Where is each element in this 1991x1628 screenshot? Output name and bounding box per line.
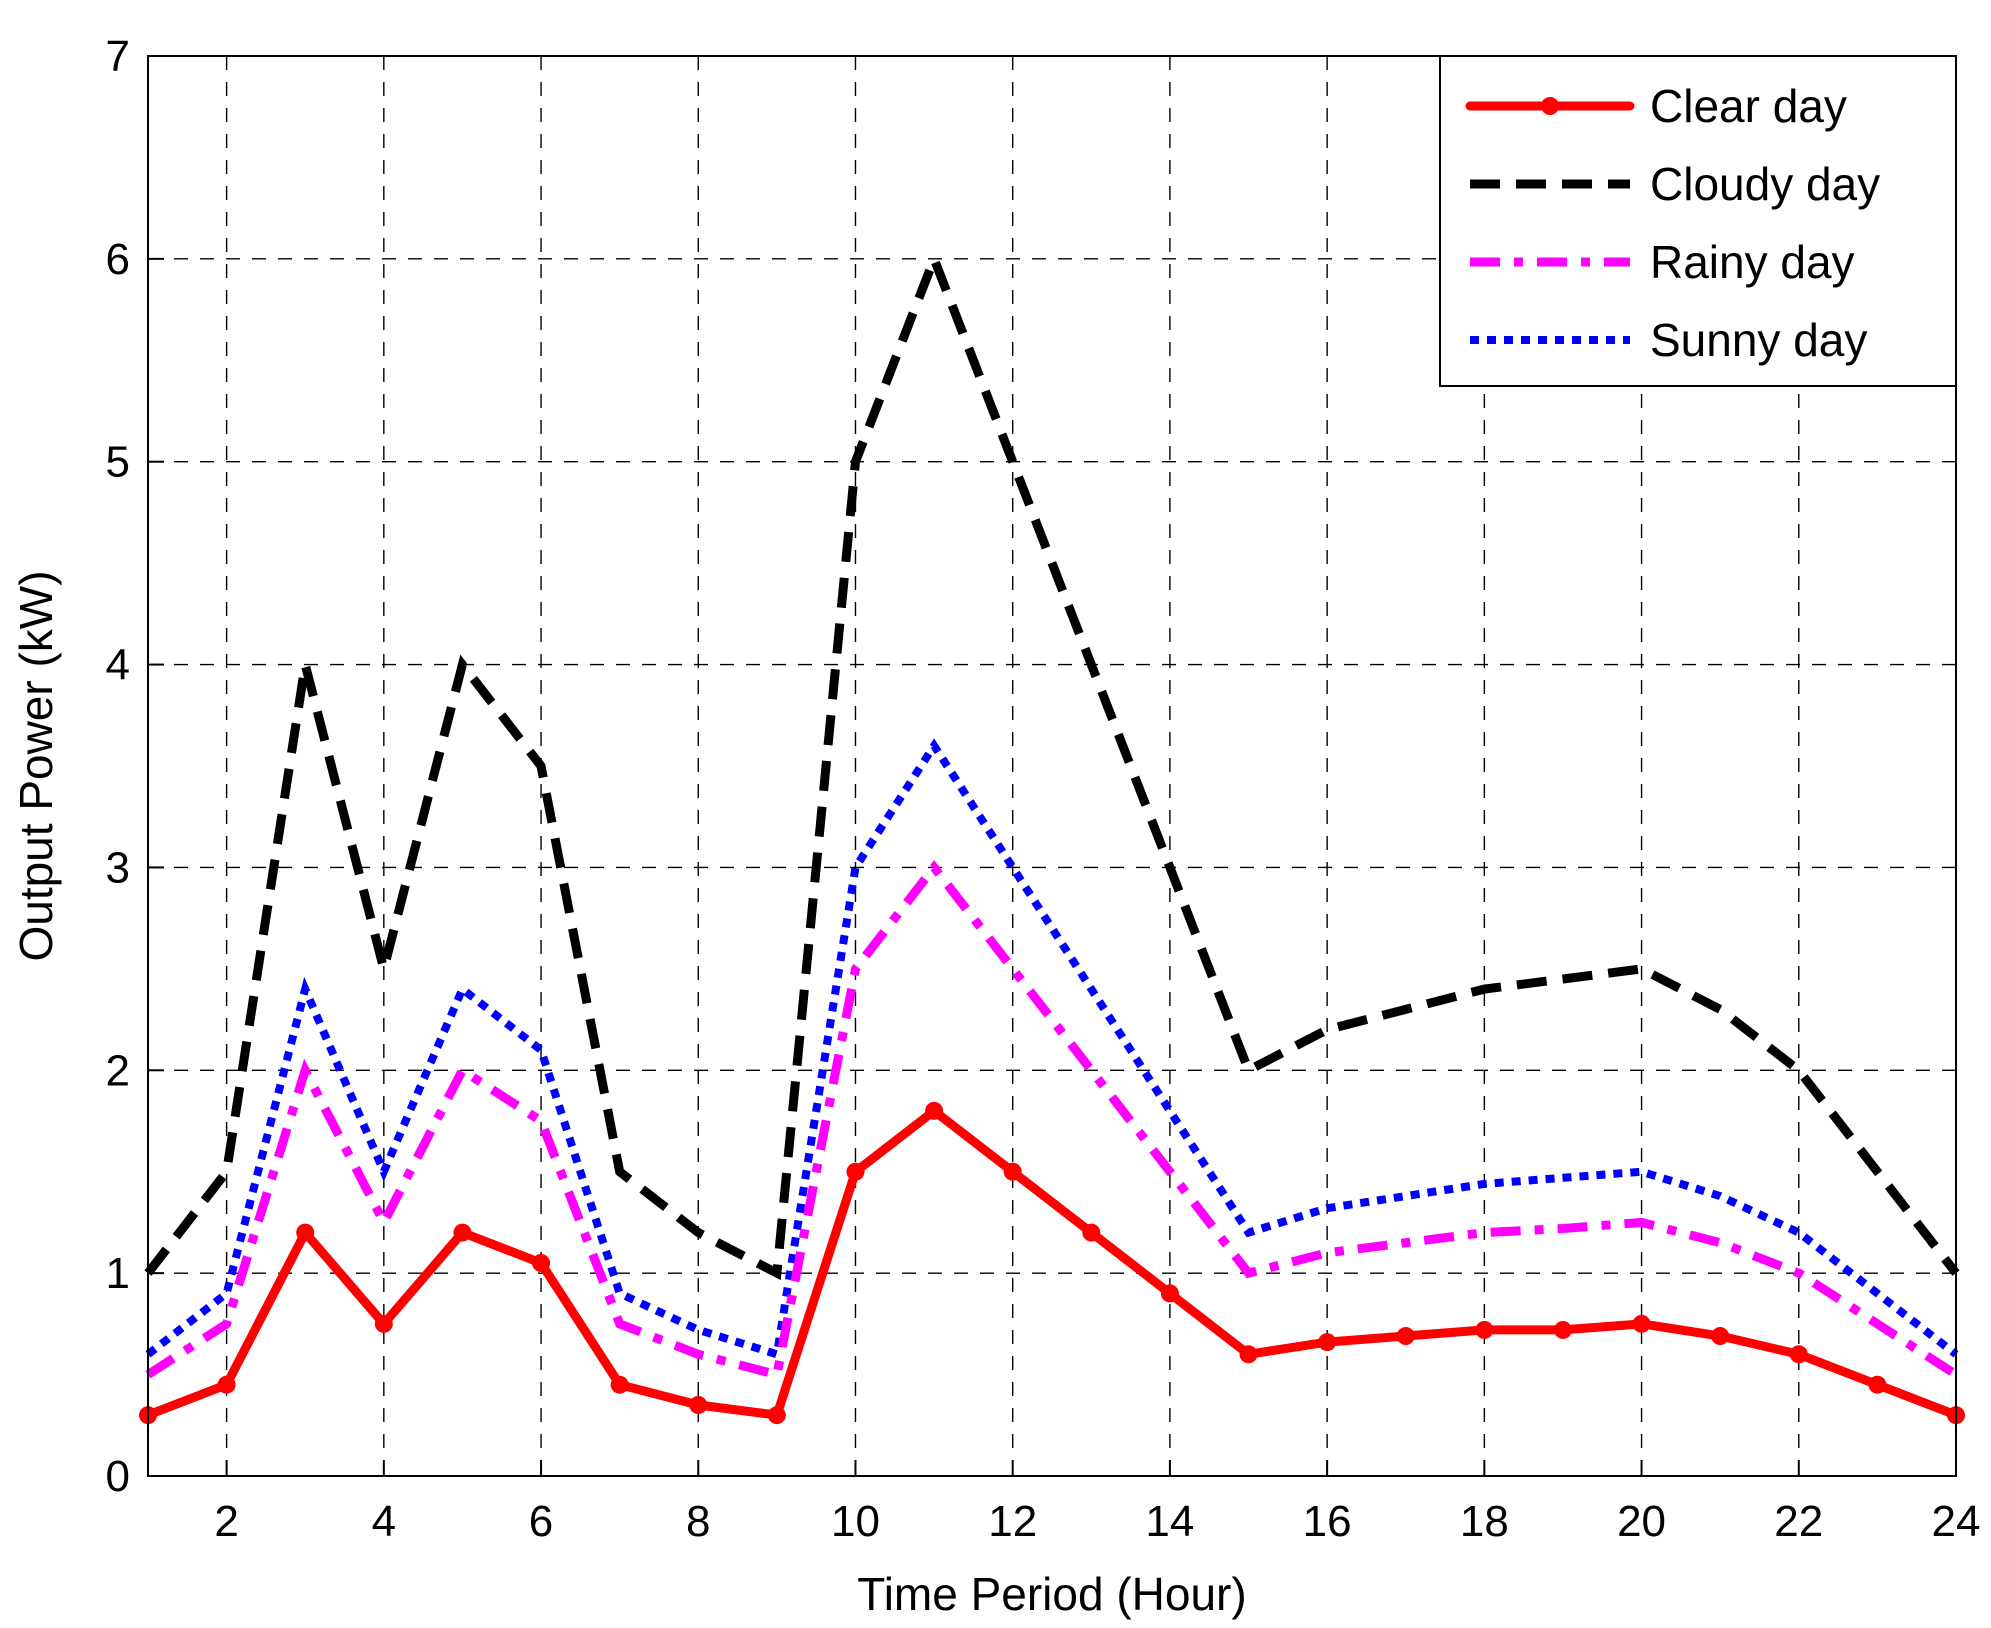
data-point bbox=[1553, 1320, 1572, 1339]
legend: Clear day Cloudy day Rainy day Sunny day bbox=[1439, 55, 1957, 387]
data-point bbox=[532, 1254, 551, 1272]
x-tick-label: 18 bbox=[1460, 1497, 1509, 1546]
series-cloudy-day bbox=[144, 246, 1960, 1281]
x-tick-label: 24 bbox=[1932, 1497, 1981, 1546]
data-point bbox=[1711, 1327, 1730, 1346]
data-point bbox=[1396, 1327, 1415, 1346]
data-point bbox=[1003, 1162, 1022, 1181]
y-tick-label: 4 bbox=[106, 641, 130, 690]
x-tick-label: 20 bbox=[1617, 1497, 1666, 1546]
data-point bbox=[689, 1396, 708, 1414]
data-point bbox=[217, 1375, 236, 1394]
y-tick-label: 7 bbox=[106, 32, 130, 81]
series-rainy-day bbox=[145, 860, 1959, 1381]
y-tick-label: 0 bbox=[106, 1452, 130, 1501]
series-clear-day bbox=[139, 1101, 1965, 1425]
data-point bbox=[1475, 1320, 1494, 1339]
data-point bbox=[846, 1162, 865, 1181]
legend-label: Sunny day bbox=[1650, 314, 1867, 366]
legend-item: Clear day bbox=[1465, 80, 1847, 132]
x-tick-label: 2 bbox=[214, 1497, 238, 1546]
series-line bbox=[145, 738, 1959, 1360]
y-tick-label: 2 bbox=[106, 1046, 130, 1095]
y-tick-label: 3 bbox=[106, 843, 130, 892]
x-tick-label: 12 bbox=[988, 1497, 1037, 1546]
x-tick-label: 14 bbox=[1145, 1497, 1194, 1546]
series-sunny-day bbox=[145, 738, 1959, 1360]
x-axis-title: Time Period (Hour) bbox=[857, 1568, 1246, 1620]
data-point bbox=[1789, 1345, 1808, 1364]
legend-label: Cloudy day bbox=[1650, 158, 1880, 210]
x-tick-label: 8 bbox=[686, 1497, 710, 1546]
legend-item: Sunny day bbox=[1470, 314, 1867, 366]
series-line bbox=[145, 860, 1959, 1381]
series-group bbox=[139, 246, 1965, 1425]
data-point bbox=[1318, 1333, 1337, 1352]
x-tick-label: 16 bbox=[1303, 1497, 1352, 1546]
plot-frame bbox=[147, 55, 1957, 1477]
data-point bbox=[296, 1223, 315, 1242]
x-tick-label: 10 bbox=[831, 1497, 880, 1546]
data-point bbox=[610, 1375, 629, 1394]
x-tick-label: 22 bbox=[1774, 1497, 1823, 1546]
legend-box bbox=[1439, 55, 1957, 387]
data-point bbox=[453, 1223, 472, 1242]
series-line bbox=[144, 246, 1960, 1281]
y-axis-title: Output Power (kW) bbox=[10, 570, 62, 961]
data-point bbox=[1632, 1314, 1651, 1333]
legend-item: Rainy day bbox=[1470, 236, 1855, 288]
legend-label: Clear day bbox=[1650, 80, 1847, 132]
data-point bbox=[1868, 1375, 1887, 1394]
x-tick-label: 4 bbox=[372, 1497, 396, 1546]
data-point bbox=[1082, 1223, 1101, 1242]
data-point bbox=[1160, 1284, 1179, 1303]
data-point bbox=[767, 1406, 786, 1425]
data-point bbox=[925, 1101, 944, 1120]
data-point bbox=[1239, 1345, 1258, 1364]
y-tick-label: 6 bbox=[106, 235, 130, 284]
data-point bbox=[374, 1314, 393, 1333]
legend-label: Rainy day bbox=[1650, 236, 1855, 288]
y-tick-label: 1 bbox=[106, 1249, 130, 1298]
y-tick-label: 5 bbox=[106, 438, 130, 487]
x-tick-label: 6 bbox=[529, 1497, 553, 1546]
legend-marker bbox=[1541, 97, 1559, 115]
series-line bbox=[143, 1105, 1961, 1421]
legend-item: Cloudy day bbox=[1470, 158, 1880, 210]
